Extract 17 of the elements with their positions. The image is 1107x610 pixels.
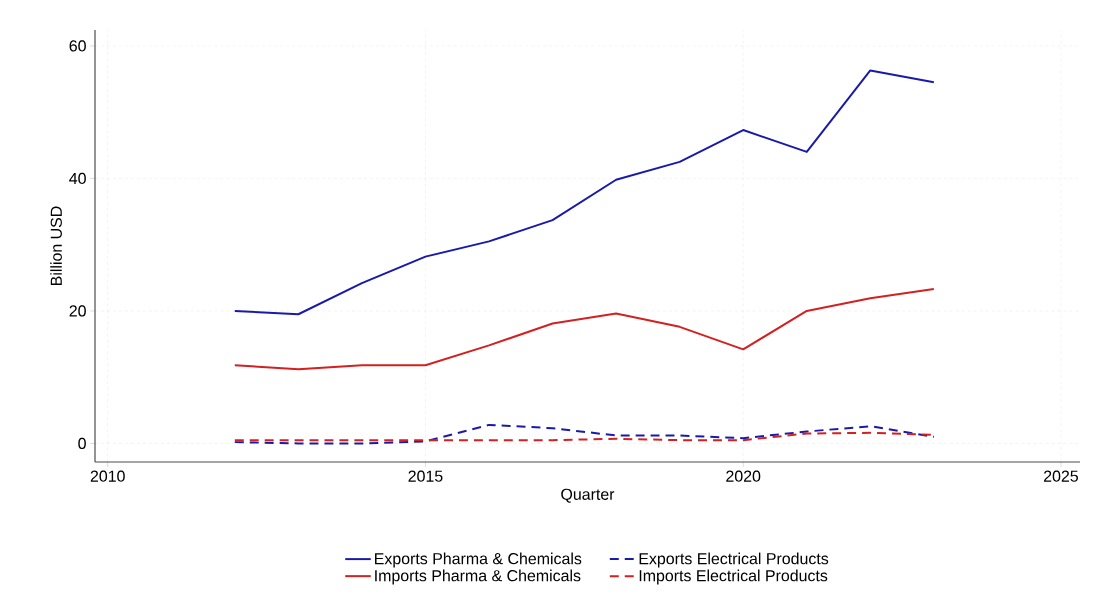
line-series [233,69,935,316]
legend-label: Exports Electrical Products [639,552,829,568]
y-tick-label: 0 [78,437,86,450]
x-tick-label: 2010 [90,470,125,482]
x-tick-label: 2015 [408,470,443,482]
legend-label: Imports Electrical Products [639,569,828,585]
y-axis-title: Billion USD [50,206,62,285]
y-tick-label: 60 [69,40,86,52]
line-series [233,423,935,445]
x-tick-label: 2020 [726,470,761,482]
legend-label: Exports Pharma & Chemicals [375,552,582,568]
legend-label: Imports Pharma & Chemicals [375,569,581,585]
y-tick-label: 20 [69,305,86,317]
x-axis-title: Quarter [561,488,615,503]
y-tick-label: 40 [69,172,86,185]
line-series [233,288,935,371]
x-tick-label: 2025 [1044,470,1078,482]
